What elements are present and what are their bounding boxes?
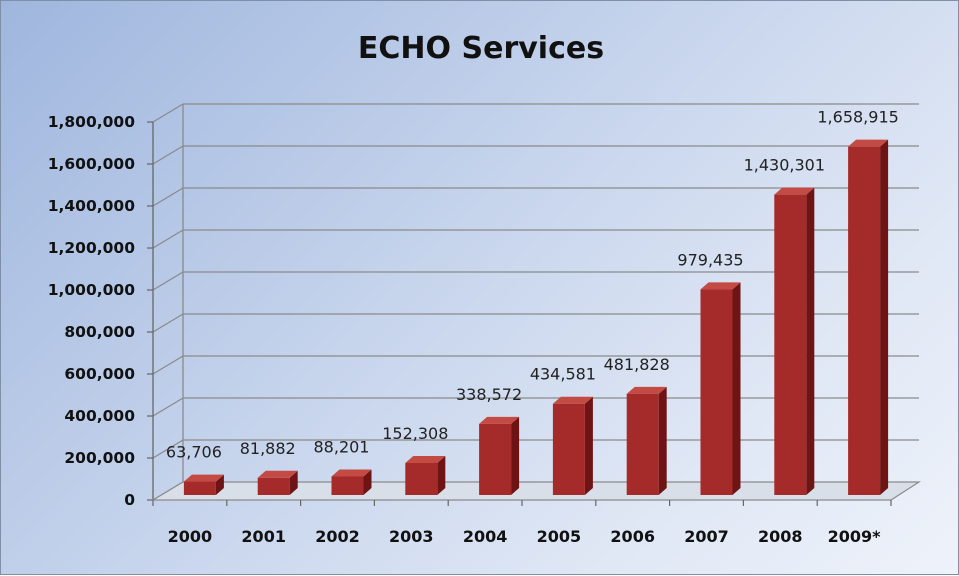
x-tick-label: 2000 — [168, 527, 213, 546]
data-label: 979,435 — [677, 250, 743, 269]
y-tick-label: 800,000 — [64, 323, 135, 341]
bar-front — [257, 477, 290, 495]
bar — [626, 386, 667, 495]
bar-side — [880, 139, 889, 495]
side-gridline — [152, 103, 184, 123]
data-label: 481,828 — [604, 355, 670, 374]
bar — [848, 139, 889, 495]
side-gridline — [152, 355, 184, 375]
y-tick-label: 600,000 — [64, 365, 135, 383]
data-label: 1,430,301 — [744, 156, 825, 175]
bar-top — [479, 416, 520, 424]
bar-side — [584, 396, 593, 495]
y-tick-label: 1,200,000 — [48, 239, 135, 257]
y-tick-label: 1,000,000 — [48, 281, 135, 299]
bar-side — [806, 187, 815, 496]
data-label: 1,658,915 — [817, 108, 898, 127]
side-gridline — [152, 145, 184, 165]
bar — [257, 470, 298, 495]
x-tick-label: 2003 — [389, 527, 434, 546]
x-tick-label: 2006 — [610, 527, 655, 546]
data-labels: 63,706 81,882 88,201 152,308 338,572 434,581 4… — [166, 108, 899, 462]
bar-side — [658, 386, 667, 495]
y-tick-label: 1,600,000 — [48, 155, 135, 173]
bar-top — [848, 139, 889, 147]
bar — [331, 469, 372, 495]
x-tick-label: 2001 — [241, 527, 286, 546]
bar-front — [331, 476, 364, 495]
bar-front — [700, 289, 733, 495]
bar-side — [732, 282, 741, 495]
data-label: 338,572 — [456, 385, 522, 404]
bar-side — [289, 470, 298, 495]
side-gridline — [152, 313, 184, 333]
bar-front — [774, 194, 807, 496]
bar-top — [257, 470, 298, 478]
y-tick-label: 1,400,000 — [48, 197, 135, 215]
bars — [183, 139, 889, 496]
x-tick-label: 2007 — [684, 527, 729, 546]
bar-side — [363, 469, 372, 495]
bar-top — [700, 282, 741, 290]
bar — [479, 416, 520, 495]
bar-side — [511, 416, 520, 495]
x-tick-label: 2008 — [758, 527, 803, 546]
side-gridline — [152, 397, 184, 417]
data-label: 81,882 — [240, 439, 296, 458]
x-tick-label: 2004 — [463, 527, 508, 546]
bar-top — [774, 187, 815, 195]
y-tick-label: 0 — [124, 491, 135, 509]
bar — [552, 396, 593, 495]
bar-front — [848, 146, 881, 495]
data-label: 434,581 — [530, 365, 596, 384]
x-tick-label: 2002 — [315, 527, 360, 546]
bar-front — [183, 481, 216, 495]
bar-front — [405, 463, 438, 495]
x-tick-label: 2009* — [828, 527, 882, 546]
bar — [405, 456, 446, 495]
bar-side — [437, 456, 446, 495]
side-gridline — [152, 229, 184, 249]
bar-top — [331, 469, 372, 477]
bar — [774, 187, 815, 496]
side-gridline — [152, 439, 184, 459]
data-label: 88,201 — [314, 437, 370, 456]
bar-top — [552, 396, 593, 404]
bar-top — [626, 386, 667, 394]
bar-front — [479, 423, 512, 495]
y-tick-label: 400,000 — [64, 407, 135, 425]
data-label: 152,308 — [382, 424, 448, 443]
x-tick-label: 2005 — [537, 527, 582, 546]
chart-title: ECHO Services — [358, 31, 604, 66]
y-tick-label: 200,000 — [64, 449, 135, 467]
bar — [700, 282, 741, 495]
side-gridline — [152, 271, 184, 291]
bar-front — [552, 403, 585, 495]
bar — [183, 474, 224, 495]
bar-front — [626, 393, 659, 495]
side-gridline — [152, 187, 184, 207]
bar-side — [215, 474, 224, 495]
y-tick-label: 1,800,000 — [48, 113, 135, 131]
bar-top — [183, 474, 224, 482]
bar-top — [405, 456, 446, 464]
data-label: 63,706 — [166, 443, 222, 462]
